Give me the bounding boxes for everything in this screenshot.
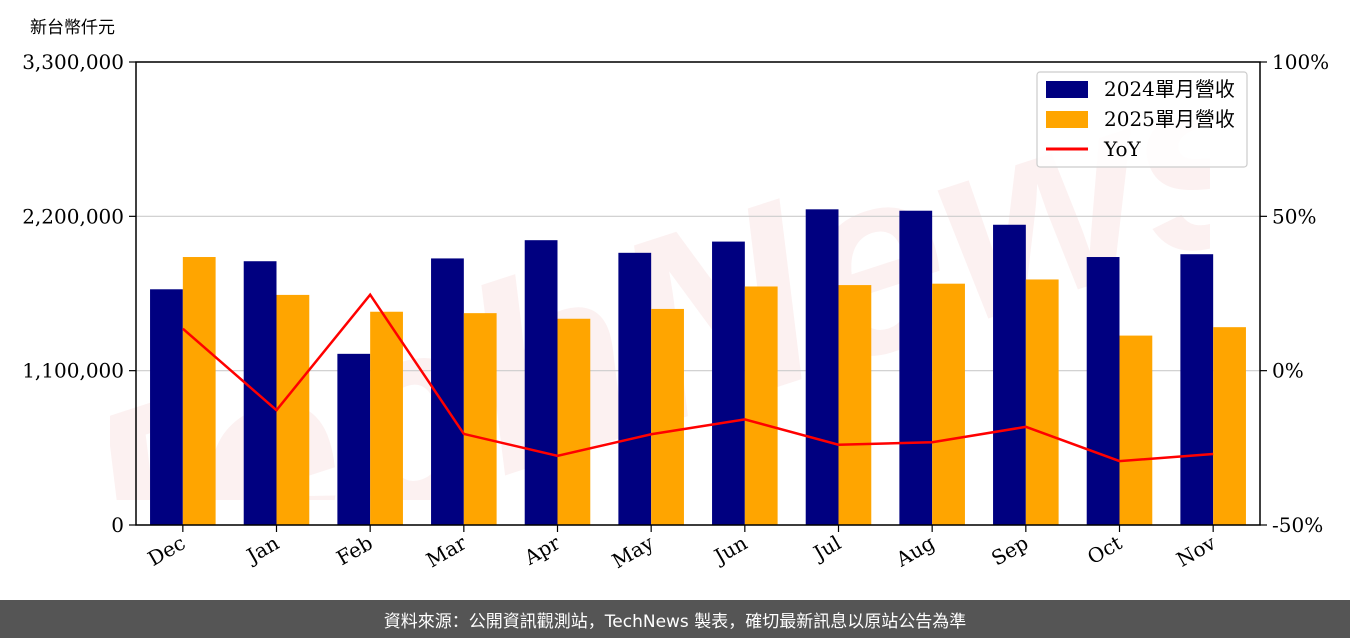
bar-2025-aug: [932, 283, 965, 525]
bar-2025-apr: [557, 318, 591, 525]
right-axis-ticks: -50% 0% 50% 100%: [1260, 50, 1329, 537]
x-tick-label: Feb: [332, 531, 376, 570]
legend-box: [1036, 71, 1248, 168]
bar-2024-sep: [993, 224, 1026, 525]
bar-2024-jul: [805, 209, 839, 525]
left-tick-label: 2,200,000: [22, 204, 124, 228]
x-tick-label: Jan: [241, 530, 283, 568]
x-tick-label: Nov: [1172, 530, 1220, 572]
right-tick-label: 0%: [1272, 359, 1304, 383]
bar-2024-dec: [150, 289, 183, 525]
bar-2024-jun: [712, 241, 745, 525]
y-unit-label: 新台幣仟元: [30, 18, 115, 38]
x-tick-label: Sep: [987, 531, 1032, 571]
yoy-line-group: [182, 292, 1214, 463]
bar-2025-sep: [1025, 279, 1059, 525]
right-tick-label: 100%: [1272, 50, 1329, 74]
bar-2024-jan: [243, 261, 277, 525]
legend-swatch-1: [1046, 111, 1088, 128]
plot-frame: [135, 61, 1261, 526]
x-tick-label: Dec: [143, 531, 189, 571]
right-tick-label: 50%: [1272, 204, 1316, 228]
left-tick-label: 0: [111, 513, 124, 537]
bar-2024-nov: [1180, 254, 1214, 525]
yoy-line: [182, 292, 1214, 463]
left-axis-ticks: 0 1,100,000 2,200,000 3,300,000: [22, 50, 136, 537]
bar-2024-aug: [899, 210, 933, 526]
bar-2025-dec: [182, 257, 216, 525]
x-tick-label: Apr: [519, 530, 564, 570]
bar-2025-jul: [838, 285, 872, 525]
x-tick-label: Mar: [422, 530, 471, 572]
x-tick-label: Aug: [891, 530, 939, 571]
legend-swatch-0: [1046, 81, 1088, 98]
x-tick-label: Oct: [1083, 531, 1126, 570]
bar-2024-oct: [1086, 257, 1120, 525]
right-tick-label: -50%: [1272, 513, 1323, 537]
bars: [150, 209, 1246, 526]
bar-2024-apr: [524, 240, 558, 525]
left-tick-label: 1,100,000: [22, 359, 124, 383]
x-tick-label: May: [608, 530, 658, 573]
revenue-chart: 新台幣仟元 0 1,100,000 2,200,000 3,300,000 -50% 0…: [22, 18, 1329, 573]
x-tick-label: Jul: [808, 531, 845, 566]
x-axis-ticks: Dec Jan Feb Mar Apr May Jun Jul Aug Sep Oct Nov: [143, 525, 1220, 573]
left-tick-label: 3,300,000: [22, 50, 124, 74]
legend-label-0: 2024單月營收: [1104, 77, 1235, 101]
bar-2024-may: [618, 252, 652, 525]
bar-2025-may: [651, 308, 684, 525]
legend: 2024單月營收 2025單月營收 YoY: [1036, 71, 1248, 168]
x-tick-label: Jun: [708, 530, 751, 569]
bar-2025-oct: [1119, 335, 1153, 525]
bar-2025-feb: [370, 311, 403, 525]
axes: [135, 61, 1261, 526]
bar-2025-nov: [1213, 327, 1246, 525]
bar-2024-feb: [337, 353, 371, 525]
bar-2025-jan: [276, 294, 310, 525]
legend-label-1: 2025單月營收: [1104, 107, 1235, 131]
bar-2025-jun: [744, 286, 778, 525]
footer-text: 資料來源：公開資訊觀測站，TechNews 製表，確切最新訊息以原站公告為準: [383, 611, 967, 632]
bar-2025-mar: [463, 313, 497, 525]
footer-source: 資料來源：公開資訊觀測站，TechNews 製表，確切最新訊息以原站公告為準: [0, 600, 1350, 638]
legend-label-2: YoY: [1103, 137, 1142, 161]
